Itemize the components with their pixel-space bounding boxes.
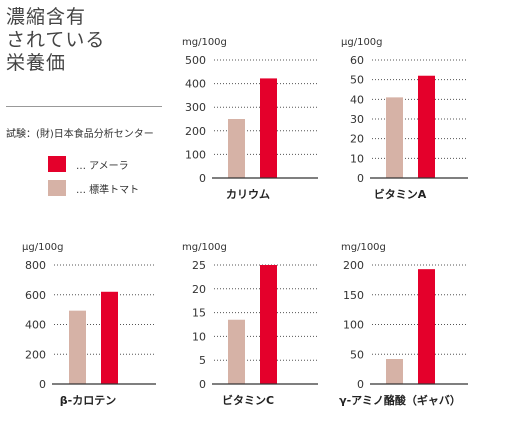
y-tick-label: 400	[185, 78, 206, 91]
bar-amela	[101, 291, 118, 384]
chart-title: ビタミンC	[222, 393, 274, 407]
title-divider	[6, 106, 162, 107]
legend-item-amela: … アメーラ	[48, 153, 139, 175]
chart-unit-label: μg/100g	[341, 37, 383, 48]
legend-label-amela: … アメーラ	[76, 160, 129, 172]
y-tick-label: 800	[25, 259, 46, 272]
chart-unit-label: mg/100g	[182, 242, 227, 253]
y-tick-label: 100	[185, 148, 206, 161]
y-tick-label: 30	[350, 113, 364, 126]
chart-title: カリウム	[226, 188, 270, 201]
y-tick-label: 40	[350, 93, 364, 106]
y-tick-label: 60	[350, 54, 364, 67]
y-tick-label: 500	[185, 54, 206, 67]
y-tick-label: 10	[192, 330, 206, 343]
y-tick-label: 5	[199, 354, 206, 367]
chart-unit-label: mg/100g	[341, 242, 386, 253]
legend: … アメーラ … 標準トマト	[48, 153, 139, 201]
y-tick-label: 0	[357, 172, 364, 185]
y-tick-label: 200	[25, 348, 46, 361]
page-title: 濃縮含有 されている 栄養価	[6, 6, 105, 75]
bar-standard	[228, 319, 245, 384]
y-tick-label: 300	[185, 101, 206, 114]
y-tick-label: 10	[350, 152, 364, 165]
legend-swatch-standard	[48, 180, 66, 196]
y-tick-label: 25	[192, 259, 206, 272]
legend-item-standard: … 標準トマト	[48, 177, 139, 199]
y-tick-label: 50	[350, 74, 364, 87]
legend-label-standard: … 標準トマト	[76, 184, 140, 196]
bar-standard	[386, 97, 403, 178]
chart-5: mg/100g 0 50 100 150 200 γ-アミノ酪酸（ギャバ）	[339, 242, 468, 407]
title-line-3: 栄養価	[6, 52, 67, 74]
bar-standard	[386, 359, 403, 384]
bar-amela	[418, 75, 435, 178]
chart-title: β-カロテン	[60, 394, 116, 407]
source-note: 試験：(財)日本食品分析センター	[6, 129, 154, 140]
y-tick-label: 50	[350, 348, 364, 361]
bar-amela	[418, 269, 435, 384]
chart-4: mg/100g 0 5 10 15 20 25 ビタミンC	[182, 242, 318, 407]
y-tick-label: 0	[39, 378, 46, 391]
y-tick-label: 15	[192, 307, 206, 320]
chart-3: μg/100g 0 200 400 600 800 β-カロテン	[22, 242, 156, 407]
chart-title: γ-アミノ酪酸（ギャバ）	[339, 393, 461, 407]
chart-2: μg/100g 0 10 20 30 40 50 60 ビタミンA	[341, 37, 468, 201]
bar-amela	[260, 78, 277, 178]
chart-1: mg/100g 0 100 200 300 400 500 カリウム	[182, 37, 318, 201]
y-tick-label: 200	[343, 259, 364, 272]
chart-unit-label: μg/100g	[22, 242, 64, 253]
y-tick-label: 20	[350, 133, 364, 146]
y-tick-label: 0	[199, 172, 206, 185]
chart-unit-label: mg/100g	[182, 37, 227, 48]
bar-standard	[228, 119, 245, 178]
bar-standard	[69, 310, 86, 384]
bar-amela	[260, 265, 277, 384]
legend-swatch-amela	[48, 156, 66, 172]
y-tick-label: 150	[343, 289, 364, 302]
title-line-2: されている	[6, 29, 106, 51]
chart-title: ビタミンA	[374, 187, 427, 201]
y-tick-label: 200	[185, 125, 206, 138]
y-tick-label: 20	[192, 283, 206, 296]
y-tick-label: 400	[25, 319, 46, 332]
y-tick-label: 100	[343, 319, 364, 332]
title-line-1: 濃縮含有	[6, 6, 87, 28]
y-tick-label: 0	[357, 378, 364, 391]
y-tick-label: 0	[199, 378, 206, 391]
y-tick-label: 600	[25, 289, 46, 302]
